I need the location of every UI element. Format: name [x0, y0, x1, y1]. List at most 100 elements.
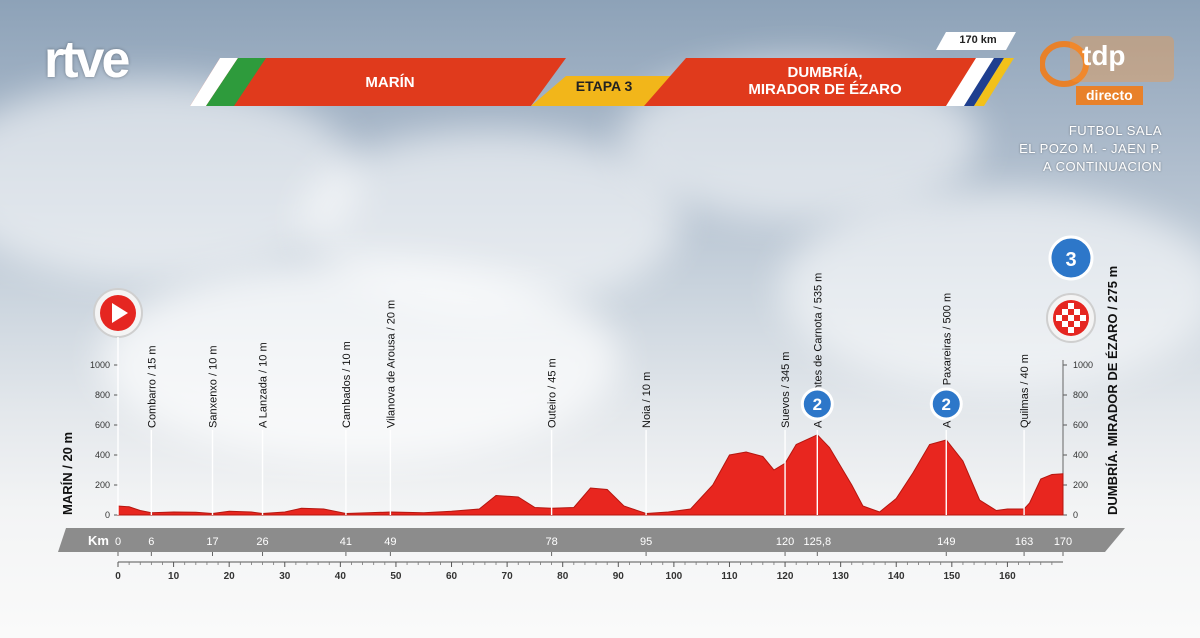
- y-tick-label-left: 200: [95, 480, 110, 490]
- finish-line-2: MIRADOR DE ÉZARO: [748, 81, 902, 98]
- elevation-area: [117, 434, 1064, 516]
- y-tick-label-left: 600: [95, 420, 110, 430]
- poi-km-label: 125,8: [804, 536, 832, 548]
- poi-km-label: 49: [384, 536, 396, 548]
- banner-stripe-white-2: [946, 58, 994, 106]
- x-tick-label: 30: [279, 571, 291, 582]
- stage-number: ETAPA 3: [575, 78, 633, 94]
- stage-tab: [531, 76, 676, 106]
- poi-km-label: 95: [640, 536, 652, 548]
- y-tick-label-left: 800: [95, 390, 110, 400]
- checkered-flag-icon: [1068, 303, 1074, 309]
- x-tick-label: 110: [721, 571, 738, 582]
- y-tick-label-right: 400: [1073, 450, 1088, 460]
- poi-km-label: 163: [1015, 536, 1033, 548]
- x-tick-label: 130: [832, 571, 849, 582]
- km-band: [58, 528, 1125, 552]
- distance-badge: [936, 32, 1016, 50]
- poi-label: Cambados / 10 m: [341, 341, 353, 428]
- x-tick-label: 10: [168, 571, 180, 582]
- x-tick-label: 90: [613, 571, 625, 582]
- checkered-flag-icon: [1068, 315, 1074, 321]
- climb-category-label: 2: [942, 395, 951, 414]
- finish-climb-category-label: 3: [1065, 249, 1076, 271]
- poi-label: Outeiro / 45 m: [547, 358, 559, 428]
- upcoming-program: FUTBOL SALA EL POZO M. - JAEN P. A CONTI…: [1019, 122, 1162, 176]
- checkered-flag-icon: [1056, 315, 1062, 321]
- poi-label: Combarro / 15 m: [146, 345, 158, 428]
- checkered-flag-icon: [1074, 321, 1080, 327]
- cloud: [100, 260, 620, 460]
- distance-badge-bg: [936, 32, 1016, 50]
- tdp-glow: [1070, 36, 1174, 82]
- banner-finish-panel: [644, 58, 986, 106]
- checkered-flag-icon: [1062, 309, 1068, 315]
- y-tick-label-right: 200: [1073, 480, 1088, 490]
- poi-km-label: 0: [115, 536, 121, 548]
- finish-climb-category-icon: [1048, 235, 1094, 281]
- x-tick-label: 150: [943, 571, 960, 582]
- climb-category-icon: [929, 387, 963, 421]
- poi-km-label: 120: [776, 536, 794, 548]
- live-badge: directo: [1076, 86, 1143, 105]
- x-tick-label: 160: [999, 571, 1016, 582]
- poi-km-label: 41: [340, 536, 352, 548]
- upcoming-line-3: A CONTINUACION: [1043, 159, 1162, 174]
- rtve-logo: rtve: [44, 31, 130, 89]
- x-tick-label: 60: [446, 571, 458, 582]
- x-tick-label: 20: [224, 571, 236, 582]
- km-band-label: Km: [88, 533, 109, 548]
- y-tick-label-right: 600: [1073, 420, 1088, 430]
- poi-label: Noia / 10 m: [641, 372, 653, 428]
- x-tick-label: 100: [666, 571, 683, 582]
- x-tick-label: 0: [115, 571, 121, 582]
- y-tick-label-left: 1000: [90, 360, 110, 370]
- banner-stripe-yellow: [974, 58, 1014, 106]
- poi-label: A Lanzada / 10 m: [258, 342, 270, 428]
- finish-city: DUMBRÍA, MIRADOR DE ÉZARO: [700, 64, 950, 98]
- cloud: [0, 80, 360, 280]
- distance-label: 170 km: [959, 34, 997, 46]
- poi-label: Quilmas / 40 m: [1019, 354, 1031, 428]
- y-tick-label-left: 0: [105, 510, 110, 520]
- y-tick-label-left: 400: [95, 450, 110, 460]
- x-tick-label: 70: [502, 571, 514, 582]
- climb-category-label: 2: [813, 395, 822, 414]
- checkered-flag-icon: [1080, 315, 1086, 321]
- banner-start-panel: [190, 58, 566, 106]
- checkered-flag-icon: [1068, 327, 1074, 333]
- poi-km-label: 26: [256, 536, 268, 548]
- poi-km-label: 17: [206, 536, 218, 548]
- start-point-label: MARÍN / 20 m: [60, 432, 75, 515]
- stage-banner: [190, 58, 1014, 106]
- banner-stripe-green: [206, 58, 266, 106]
- upcoming-line-1: FUTBOL SALA: [1068, 123, 1162, 138]
- x-tick-label: 140: [888, 571, 905, 582]
- play-arrow-icon: [112, 303, 128, 323]
- climb-category-icon: [800, 387, 834, 421]
- poi-km-label: 78: [545, 536, 557, 548]
- x-tick-label: 50: [390, 571, 402, 582]
- upcoming-line-2: EL POZO M. - JAEN P.: [1019, 141, 1162, 156]
- checkered-flag-icon: [1074, 309, 1080, 315]
- poi-km-label: 6: [148, 536, 154, 548]
- y-tick-label-right: 1000: [1073, 360, 1093, 370]
- tdp-ring: [1040, 41, 1089, 87]
- finish-point-label: DUMBRÍA. MIRADOR DE ÉZARO / 275 m: [1105, 266, 1120, 515]
- checkered-flag-icon: [1062, 321, 1068, 327]
- cloud: [780, 190, 1200, 390]
- poi-km-label: 170: [1054, 536, 1072, 548]
- poi-label: Sanxenxo / 10 m: [208, 345, 220, 428]
- poi-label: Vilanova de Arousa / 20 m: [385, 300, 397, 428]
- x-tick-label: 40: [335, 571, 347, 582]
- x-tick-label: 120: [777, 571, 794, 582]
- start-city: MARÍN: [365, 74, 415, 91]
- finish-line-1: DUMBRÍA,: [787, 64, 863, 81]
- poi-km-label: 149: [937, 536, 955, 548]
- y-tick-label-right: 0: [1073, 510, 1078, 520]
- tdp-wordmark: tdp: [1082, 40, 1126, 71]
- banner-stripe-white: [190, 58, 238, 106]
- poi-label: Suevos / 345 m: [780, 352, 792, 428]
